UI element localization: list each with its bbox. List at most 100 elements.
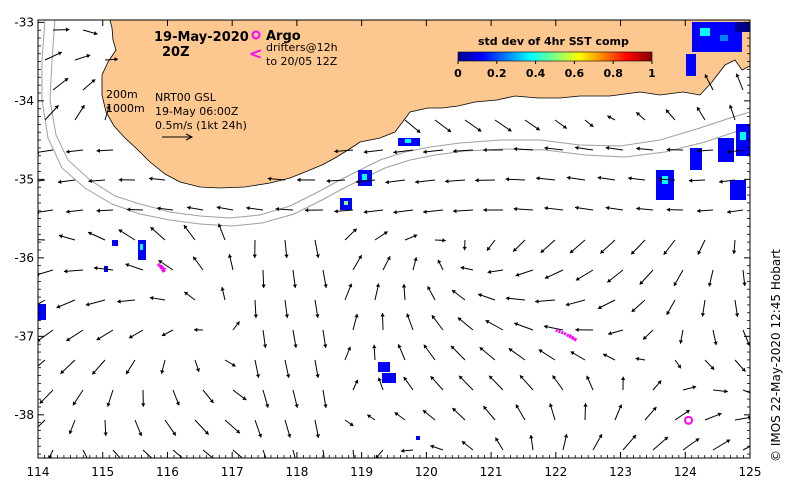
current-arrow [106,389,114,407]
current-arrow [512,239,526,253]
product-label: NRT00 GSL [155,91,217,104]
current-arrow [536,176,556,181]
current-arrow [742,445,750,451]
current-arrow [232,449,244,458]
current-arrow [393,149,414,155]
current-arrow [495,437,504,451]
current-arrow [665,109,676,121]
current-arrow [434,119,452,133]
current-arrow [38,239,46,241]
drifter-legend-line1: drifters@12h [266,41,338,54]
current-arrow [457,317,474,331]
y-tick-label: -36 [14,251,34,265]
isobath-1000m [41,20,750,227]
current-arrow [158,259,174,271]
current-arrow [696,148,714,154]
current-arrow [149,295,166,301]
current-arrow [666,147,684,152]
isobath-200m-label: 200m [106,88,138,101]
current-arrow [639,269,654,285]
current-arrow [96,329,114,341]
current-arrow [366,414,376,421]
current-arrow [704,74,714,91]
current-arrow [380,313,385,331]
current-arrow [56,299,76,309]
current-arrow [642,329,654,340]
current-arrow [562,433,569,451]
current-arrow [344,346,352,361]
drifter-track-line [555,328,578,342]
current-arrow [161,329,174,337]
current-arrow [513,146,534,152]
current-arrow [220,286,226,301]
current-arrow [363,149,384,155]
current-arrow [524,119,541,131]
current-arrow [44,51,63,61]
current-arrow [326,178,346,184]
current-arrow [666,299,676,316]
current-arrow [622,434,637,451]
current-arrow [202,389,214,404]
current-arrow [422,409,436,421]
x-tick-label: 119 [350,465,373,479]
x-tick-label: 125 [739,465,762,479]
current-arrow [404,119,421,134]
current-arrow [535,299,556,304]
current-arrow [267,176,286,181]
current-arrow [462,239,467,251]
current-arrow [284,359,291,378]
current-arrow [727,149,744,154]
current-arrow [636,206,654,211]
drifter-legend-line2: to 20/05 12Z [266,55,338,68]
current-arrow [125,359,136,375]
current-arrow [450,345,466,361]
current-arrow [652,436,669,451]
current-arrow [505,296,526,301]
current-arrow [38,329,54,342]
current-arrow [606,269,624,283]
current-arrow [39,389,54,405]
current-arrow [38,179,46,182]
colorbar-gradient [457,51,653,62]
current-arrow [614,404,623,421]
current-arrow [400,448,414,453]
argo-floats [684,415,694,425]
plot-area [38,20,750,458]
current-arrow [483,147,504,153]
current-arrow [712,329,718,346]
current-arrow [363,209,384,215]
drifter-legend-icon: < [249,44,262,63]
current-arrow [192,256,204,271]
current-arrow [696,106,706,121]
current-arrow [605,145,624,151]
current-arrow [232,321,240,331]
current-arrow [385,179,406,185]
current-arrow [118,177,136,182]
current-arrow [423,149,444,154]
argo-legend-label: Argo [266,29,301,44]
current-arrow [719,179,736,184]
current-arrow [216,205,234,211]
current-arrow [118,229,136,241]
current-arrow [584,119,594,128]
current-arrow [87,231,106,241]
current-arrow [322,329,328,348]
current-arrow [65,209,84,214]
current-arrow [104,57,118,62]
current-arrow [227,254,234,271]
current-arrow [434,238,446,243]
current-arrow [574,205,594,211]
current-arrow [160,359,166,374]
current-arrow [599,239,616,254]
current-arrow [193,327,204,332]
current-arrow [38,359,46,367]
current-arrow [477,293,496,301]
current-arrow [415,179,436,185]
current-arrow [352,379,359,391]
current-arrow [445,179,466,184]
current-arrow [284,299,290,318]
current-arrow [620,376,626,391]
current-arrow [202,449,214,458]
drifter-track-line [156,262,167,273]
